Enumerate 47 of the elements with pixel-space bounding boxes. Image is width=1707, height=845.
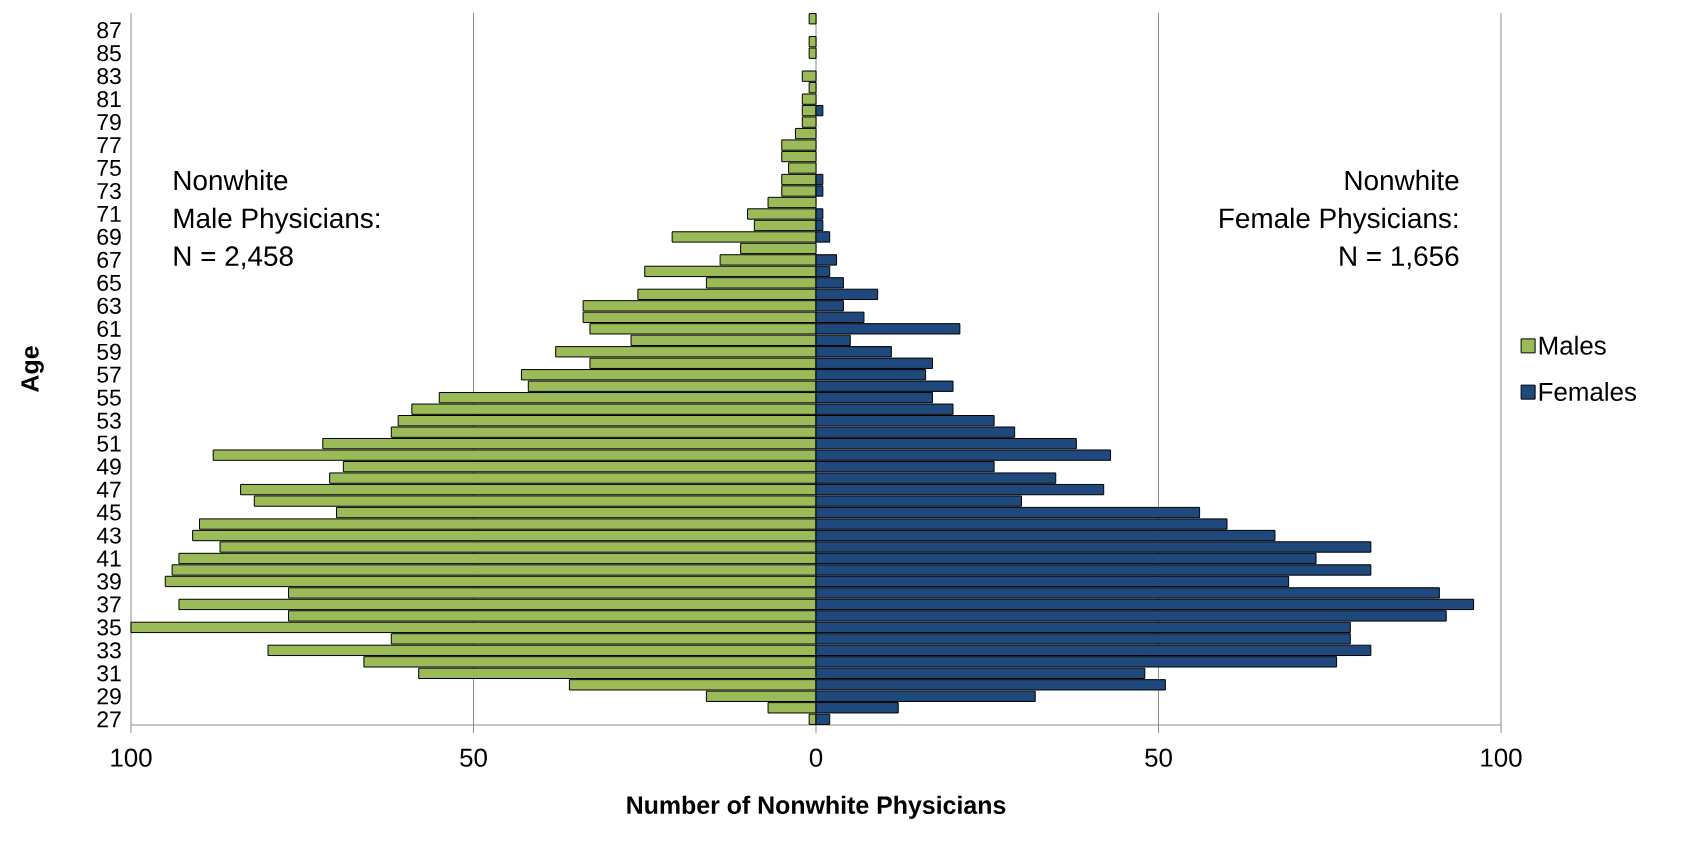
y-tick-label: 39 [97,573,121,590]
y-tick-label: 81 [97,91,121,108]
x-tick-label: 50 [460,748,487,767]
annotation: Nonwhite [174,169,288,191]
y-tick-label: 69 [97,228,121,246]
y-tick-label: 41 [96,550,121,567]
y-tick-label: 63 [97,297,121,314]
y-tick-label: 77 [97,137,121,153]
annotation: N = 1,656 [1340,246,1459,270]
x-axis-title: Number of Nonwhite Physicians [627,795,1006,819]
y-tick-label: 33 [97,642,121,659]
y-tick-label: 67 [97,251,121,269]
y-tick-label: 29 [97,688,121,705]
annotation: Female Physicians: [1220,207,1458,234]
y-tick-label: 49 [96,458,121,475]
y-tick-label: 87 [97,22,121,39]
y-tick-label: 37 [97,596,121,613]
y-tick-label: 27 [97,711,121,728]
y-axis-title: Age [21,346,44,392]
x-tick-label: 50 [1145,748,1172,767]
y-tick-label: 51 [97,435,121,452]
y-tick-label: 79 [97,113,121,131]
annotation: Nonwhite [1345,169,1459,191]
y-tick-label: 55 [97,389,121,406]
y-tick-label: 47 [96,481,121,498]
annotation: N = 2,458 [174,246,293,270]
y-tick-label: 61 [97,320,121,337]
y-tick-label: 53 [97,412,121,429]
x-tick-label: 0 [809,748,823,767]
legend-label: Males [1539,335,1606,355]
y-tick-label: 73 [97,182,121,200]
y-tick-label: 75 [97,160,121,177]
y-tick-label: 59 [97,343,121,360]
y-tick-label: 35 [97,619,121,636]
y-tick-label: 85 [97,45,121,62]
y-tick-label: 57 [97,366,121,383]
x-tick-label: 100 [111,748,152,767]
y-tick-label: 43 [96,527,121,544]
y-tick-label: 65 [97,274,121,291]
annotation: Male Physicians: [174,207,379,234]
y-tick-label: 71 [97,206,121,222]
x-tick-label: 100 [1481,748,1522,767]
y-tick-label: 31 [97,665,121,682]
legend-label: Females [1539,382,1636,402]
y-tick-label: 83 [97,68,121,85]
bar [808,13,817,25]
y-tick-label: 45 [96,504,121,521]
